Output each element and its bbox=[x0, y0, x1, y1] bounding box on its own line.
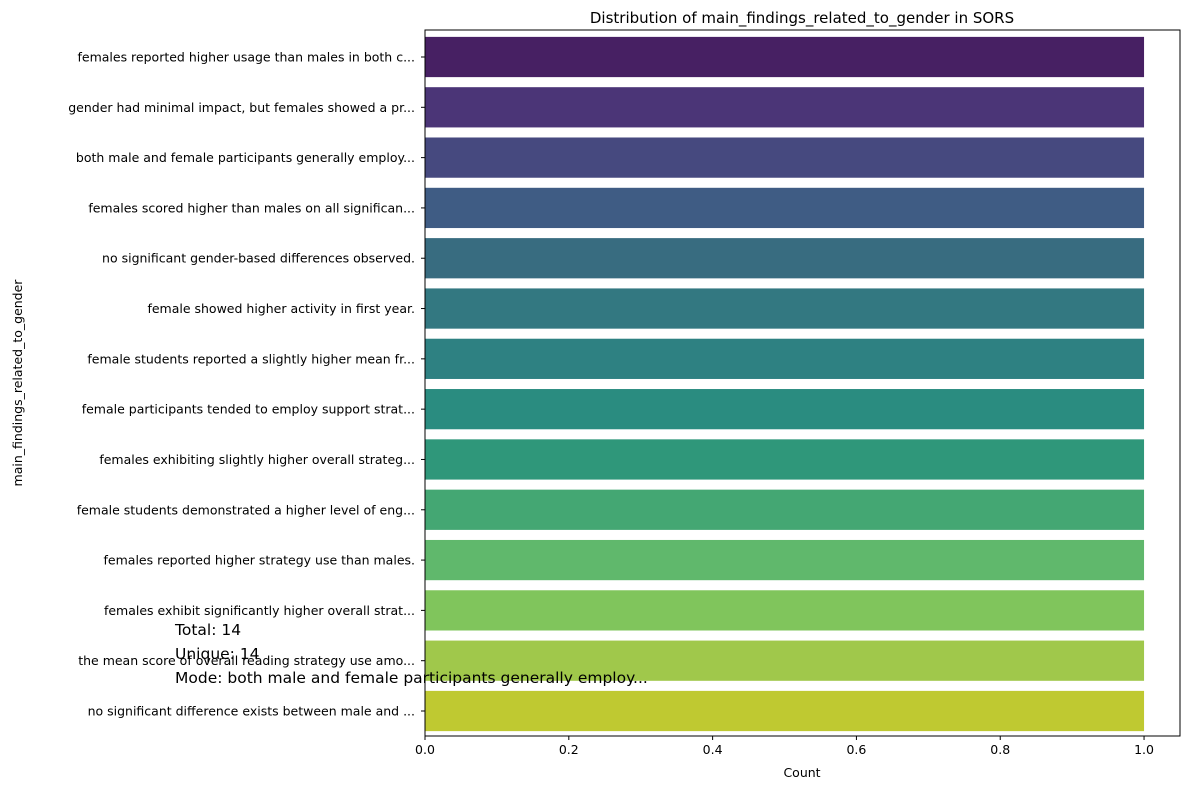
bar bbox=[425, 640, 1145, 681]
bar bbox=[425, 690, 1145, 732]
bar bbox=[425, 238, 1145, 279]
x-axis-label: Count bbox=[783, 765, 820, 780]
bar bbox=[425, 87, 1145, 128]
y-tick-label: females exhibiting slightly higher overa… bbox=[99, 452, 415, 467]
bar bbox=[425, 338, 1145, 379]
y-tick-label: female showed higher activity in first y… bbox=[147, 301, 415, 316]
y-tick-label: females exhibit significantly higher ove… bbox=[104, 603, 415, 618]
bar bbox=[425, 539, 1145, 581]
bar bbox=[425, 489, 1145, 530]
y-tick-label: females reported higher strategy use tha… bbox=[104, 553, 415, 568]
stats-unique: Unique: 14 bbox=[175, 645, 260, 663]
bar bbox=[425, 137, 1145, 178]
stats-total: Total: 14 bbox=[174, 621, 241, 639]
chart-title: Distribution of main_findings_related_to… bbox=[590, 9, 1014, 28]
x-ticks: 0.0 0.2 0.4 0.6 0.8 1.0 bbox=[415, 736, 1154, 757]
y-axis-label: main_findings_related_to_gender bbox=[10, 279, 25, 487]
bars-group bbox=[425, 36, 1145, 732]
x-tick-label: 0.2 bbox=[559, 742, 579, 757]
x-tick-label: 0.8 bbox=[990, 742, 1010, 757]
y-tick-label: females scored higher than males on all … bbox=[88, 200, 415, 215]
bar bbox=[425, 590, 1145, 631]
y-tick-label: female participants tended to employ sup… bbox=[82, 402, 415, 417]
y-tick-label: the mean score of overall reading strate… bbox=[78, 653, 415, 668]
x-tick-label: 1.0 bbox=[1134, 742, 1154, 757]
y-tick-label: no significant difference exists between… bbox=[88, 704, 415, 719]
x-tick-label: 0.6 bbox=[846, 742, 866, 757]
y-tick-label: female students reported a slightly high… bbox=[87, 351, 415, 366]
y-tick-labels: females reported higher usage than males… bbox=[68, 50, 425, 719]
y-tick-label: gender had minimal impact, but females s… bbox=[68, 100, 415, 115]
bar bbox=[425, 288, 1145, 329]
bar bbox=[425, 389, 1145, 430]
stats-annotation: Total: 14 Unique: 14 Mode: both male and… bbox=[174, 621, 648, 687]
x-tick-label: 0.4 bbox=[703, 742, 723, 757]
plot-frame bbox=[424, 29, 1181, 737]
bar bbox=[425, 439, 1145, 480]
y-tick-label: both male and female participants genera… bbox=[76, 150, 415, 165]
y-tick-label: females reported higher usage than males… bbox=[77, 50, 415, 65]
y-tick-label: no significant gender-based differences … bbox=[102, 251, 415, 266]
x-tick-label: 0.0 bbox=[415, 742, 435, 757]
y-tick-label: female students demonstrated a higher le… bbox=[77, 502, 415, 517]
bar bbox=[425, 187, 1145, 229]
bar bbox=[425, 36, 1145, 78]
stats-mode: Mode: both male and female participants … bbox=[175, 669, 648, 687]
